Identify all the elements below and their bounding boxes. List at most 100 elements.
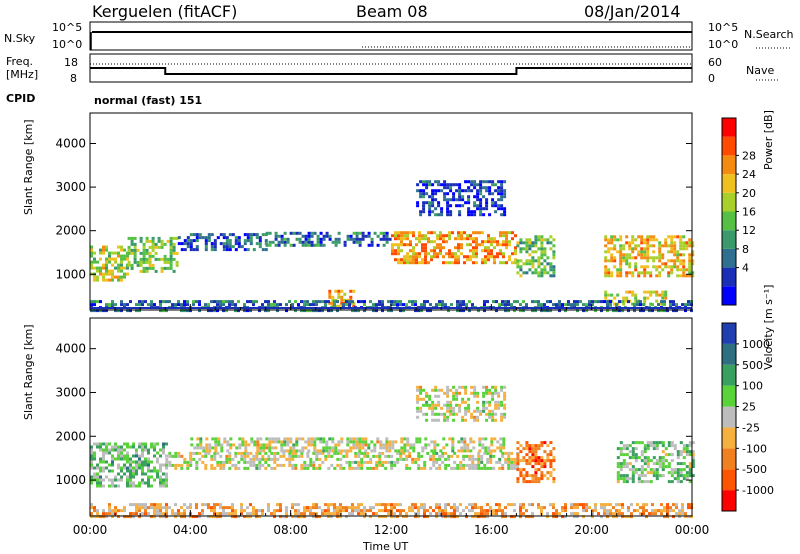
data-cell <box>301 449 305 453</box>
data-cell <box>129 457 132 461</box>
data-cell <box>499 231 502 235</box>
data-cell <box>651 512 654 516</box>
data-cell <box>531 259 535 263</box>
data-cell <box>322 237 326 241</box>
data-cell <box>485 207 489 211</box>
data-cell <box>241 440 245 444</box>
data-cell <box>364 440 368 444</box>
data-cell <box>144 460 147 464</box>
data-cell <box>231 515 234 519</box>
power-cb-label-3: 16 <box>742 206 756 219</box>
data-cell <box>640 480 644 484</box>
data-cell <box>385 237 389 241</box>
data-cell <box>150 475 153 479</box>
data-cell <box>444 506 447 510</box>
data-cell <box>154 245 158 249</box>
data-cell <box>117 451 120 455</box>
data-cell <box>102 272 105 276</box>
data-cell <box>342 506 345 510</box>
data-cell <box>148 254 152 258</box>
data-cell <box>652 265 656 269</box>
data-cell <box>387 300 390 304</box>
data-cell <box>240 506 243 510</box>
data-cell <box>409 446 413 450</box>
data-cell <box>604 265 608 269</box>
data-cell <box>462 457 466 461</box>
data-cell <box>285 515 288 519</box>
data-cell <box>585 509 588 513</box>
data-cell <box>655 468 659 472</box>
data-cell <box>494 391 498 395</box>
data-cell <box>470 189 474 193</box>
data-cell <box>604 274 608 278</box>
data-cell <box>402 515 405 519</box>
data-cell <box>327 466 331 470</box>
data-cell <box>451 449 455 453</box>
data-cell <box>264 309 267 313</box>
data-cell <box>417 457 421 461</box>
data-cell <box>531 244 535 248</box>
data-cell <box>219 512 222 516</box>
data-cell <box>273 512 276 516</box>
data-cell <box>337 295 341 299</box>
data-cell <box>582 506 585 510</box>
data-cell <box>457 237 460 241</box>
data-cell <box>352 304 356 308</box>
data-cell <box>625 447 629 451</box>
data-cell <box>328 301 332 305</box>
data-cell <box>159 309 162 313</box>
time-tick-label-3: 12:00 <box>374 523 409 537</box>
data-cell <box>591 300 594 304</box>
data-cell <box>652 456 656 460</box>
data-cell <box>141 506 144 510</box>
data-cell <box>615 515 618 519</box>
data-cell <box>628 262 632 266</box>
data-cell <box>415 237 418 241</box>
velocity-ytick-label-0: 4000 <box>55 342 86 356</box>
data-cell <box>195 466 199 470</box>
data-cell <box>428 195 432 199</box>
data-cell <box>405 515 408 519</box>
data-cell <box>171 303 174 307</box>
data-cell <box>246 512 249 516</box>
data-cell <box>543 250 547 254</box>
data-cell <box>138 442 141 446</box>
data-cell <box>310 234 314 238</box>
data-cell <box>483 300 486 304</box>
data-cell <box>213 245 217 249</box>
data-cell <box>534 244 538 248</box>
data-cell <box>309 512 312 516</box>
data-cell <box>455 412 459 416</box>
data-cell <box>441 451 445 455</box>
data-cell <box>363 509 366 513</box>
data-cell <box>280 446 284 450</box>
data-cell <box>162 300 165 304</box>
data-cell <box>337 443 341 447</box>
data-cell <box>625 235 629 239</box>
data-cell <box>621 503 624 507</box>
data-cell <box>552 250 556 254</box>
data-cell <box>415 252 418 256</box>
data-cell <box>274 437 278 441</box>
data-cell <box>378 463 382 467</box>
data-cell <box>207 451 211 455</box>
data-cell <box>652 259 656 263</box>
data-cell <box>419 391 423 395</box>
data-cell <box>549 471 553 475</box>
data-cell <box>652 474 656 478</box>
data-cell <box>640 441 644 445</box>
data-cell <box>488 189 492 193</box>
data-cell <box>352 437 356 441</box>
data-cell <box>619 447 623 451</box>
data-cell <box>198 233 202 237</box>
data-cell <box>159 503 162 507</box>
data-cell <box>361 446 365 450</box>
data-cell <box>201 460 205 464</box>
data-cell <box>270 466 274 470</box>
data-cell <box>449 189 453 193</box>
data-cell <box>582 515 585 519</box>
data-cell <box>123 515 126 519</box>
data-cell <box>279 454 283 458</box>
data-cell <box>576 506 579 510</box>
data-cell <box>472 249 475 253</box>
